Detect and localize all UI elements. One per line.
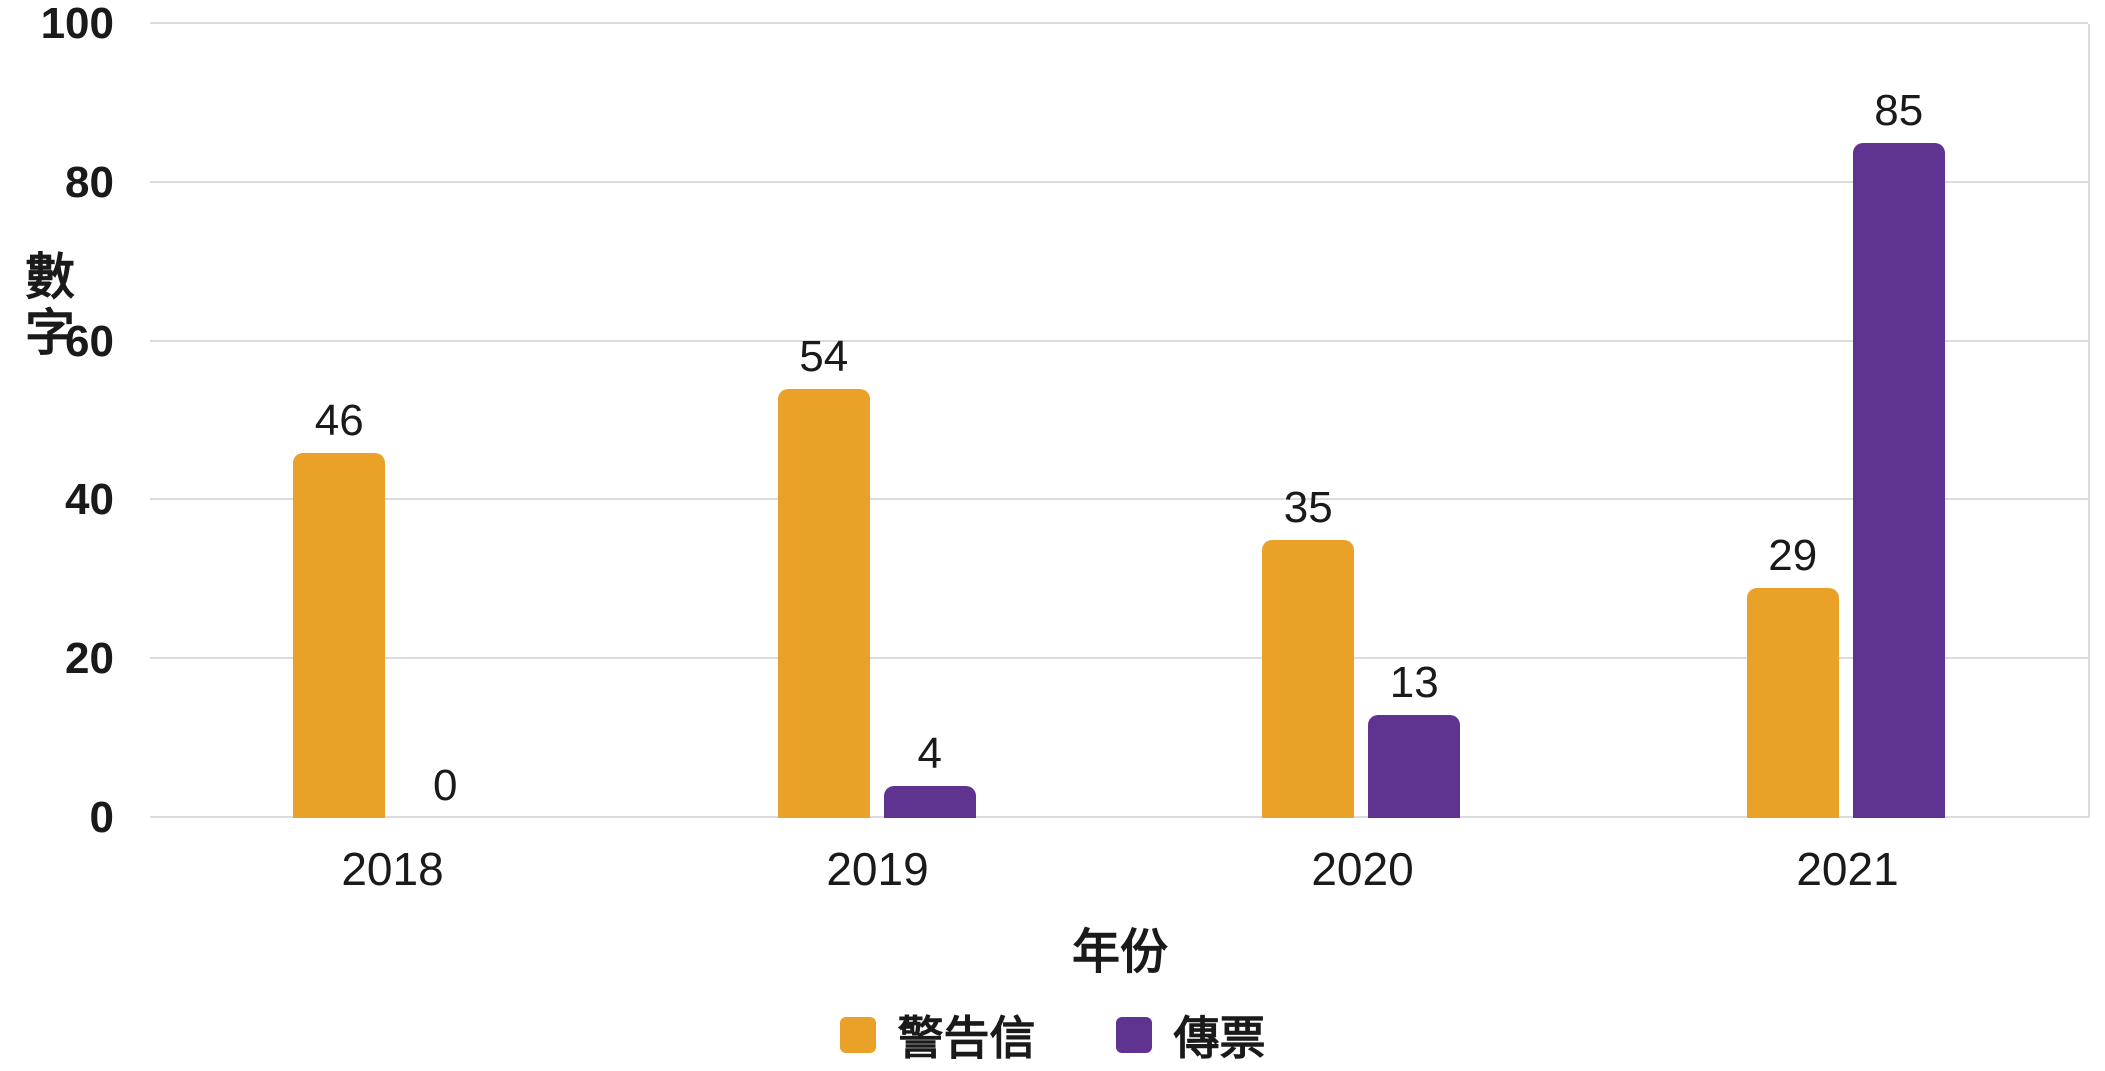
legend-label: 傳票 — [1173, 1012, 1266, 1064]
bar-group: 46 0 — [150, 24, 635, 818]
gridline — [150, 22, 2088, 24]
y-tick-label: 0 — [89, 793, 114, 842]
bar: 29 — [1746, 533, 1839, 818]
gridline — [150, 657, 2088, 660]
bar-value-label: 0 — [433, 761, 458, 810]
legend-item: 警告信 — [839, 1002, 1036, 1068]
x-tick-label: 2018 — [341, 843, 444, 895]
bar-value-label: 4 — [917, 729, 942, 779]
bar: 85 — [1852, 89, 1945, 818]
legend-swatch — [839, 1017, 876, 1053]
x-tick-label: 2020 — [1311, 843, 1414, 895]
gridline — [150, 816, 2088, 818]
bar-group: 29 85 — [1604, 24, 2089, 818]
bar: 54 — [777, 335, 870, 818]
y-axis-title: 數字 — [18, 250, 74, 362]
y-tick-label: 60 — [65, 316, 114, 366]
x-tick-labels: 2018 2019 2020 2021 — [150, 842, 2090, 896]
y-tick-label: 100 — [40, 0, 114, 48]
bar: 13 — [1368, 660, 1461, 818]
x-axis-title: 年份 — [1071, 926, 1168, 979]
bar-value-label: 46 — [314, 395, 364, 445]
bar: 35 — [1262, 486, 1355, 818]
legend: 警告信 傳票 — [0, 1002, 2105, 1068]
legend-label: 警告信 — [897, 1012, 1036, 1064]
bar: 4 — [883, 732, 976, 818]
bar-value-label: 35 — [1283, 483, 1333, 533]
y-tick-label: 80 — [65, 157, 114, 207]
legend-swatch — [1115, 1017, 1152, 1053]
bar-value-label: 85 — [1874, 86, 1924, 136]
y-tick-label: 40 — [65, 475, 114, 525]
bar: 46 — [293, 398, 386, 818]
bar-group: 54 4 — [635, 24, 1120, 818]
gridline — [150, 180, 2088, 183]
plot-area: 46 0 54 4 35 13 29 85 — [150, 22, 2090, 818]
gridline — [150, 498, 2088, 501]
bar-group: 35 13 — [1119, 24, 1604, 818]
bar-value-label: 29 — [1768, 530, 1818, 580]
legend-item: 傳票 — [1115, 1002, 1266, 1068]
y-axis: 0 20 40 60 80 100 — [0, 2, 128, 840]
x-tick-label: 2021 — [1796, 843, 1899, 895]
x-tick-label: 2019 — [826, 843, 929, 895]
bar-value-label: 54 — [799, 332, 849, 382]
bar-groups: 46 0 54 4 35 13 29 85 — [150, 24, 2088, 818]
y-tick-label: 20 — [65, 634, 114, 684]
gridline — [150, 339, 2088, 342]
bar-value-label: 13 — [1389, 657, 1439, 707]
